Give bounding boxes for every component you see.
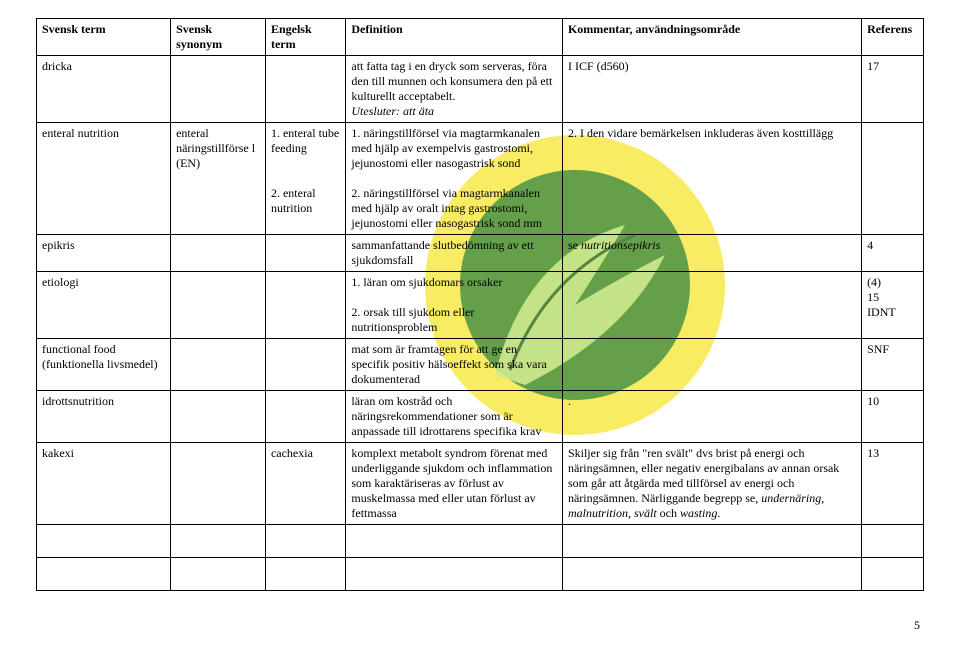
cell-kommentar — [562, 272, 861, 339]
cell-definition: 1. läran om sjukdomars orsaker 2. orsak … — [346, 272, 563, 339]
cell-synonym — [171, 339, 266, 391]
cell-definition: att fatta tag i en dryck som serveras, f… — [346, 56, 563, 123]
table-row — [37, 558, 924, 591]
page-content: Svensk term Svensksynonym Engelskterm De… — [0, 0, 960, 591]
cell-kommentar: Skiljer sig från "ren svält" dvs brist p… — [562, 443, 861, 525]
cell-referens: 10 — [862, 391, 924, 443]
cell-referens: 4 — [862, 235, 924, 272]
cell-kommentar: I ICF (d560) — [562, 56, 861, 123]
cell-svensk-term: epikris — [37, 235, 171, 272]
cell-svensk-term: etiologi — [37, 272, 171, 339]
header-definition: Definition — [346, 19, 563, 56]
cell-svensk-term: enteral nutrition — [37, 123, 171, 235]
table-row: idrottsnutrition läran om kostråd och nä… — [37, 391, 924, 443]
cell-kommentar: . — [562, 391, 861, 443]
cell-referens — [862, 123, 924, 235]
cell-engelsk: 1. enteral tube feeding 2. enteral nutri… — [265, 123, 345, 235]
table-row — [37, 525, 924, 558]
table-row: dricka att fatta tag i en dryck som serv… — [37, 56, 924, 123]
cell-referens: 17 — [862, 56, 924, 123]
cell-definition: läran om kostråd och näringsrekommendati… — [346, 391, 563, 443]
cell-definition: 1. näringstillförsel via magtarmkanalen … — [346, 123, 563, 235]
cell-definition: komplext metabolt syndrom förenat med un… — [346, 443, 563, 525]
cell-kommentar: 2. I den vidare bemärkelsen inkluderas ä… — [562, 123, 861, 235]
page-number: 5 — [914, 618, 920, 633]
cell-synonym — [171, 272, 266, 339]
table-header-row: Svensk term Svensksynonym Engelskterm De… — [37, 19, 924, 56]
cell-svensk-term: functional food (funktionella livsmedel) — [37, 339, 171, 391]
cell-engelsk — [265, 391, 345, 443]
cell-engelsk — [265, 235, 345, 272]
header-engelsk-term: Engelskterm — [265, 19, 345, 56]
terminology-table: Svensk term Svensksynonym Engelskterm De… — [36, 18, 924, 591]
header-svensk-term: Svensk term — [37, 19, 171, 56]
cell-synonym — [171, 56, 266, 123]
header-kommentar: Kommentar, användningsområde — [562, 19, 861, 56]
cell-engelsk — [265, 339, 345, 391]
cell-engelsk — [265, 272, 345, 339]
table-row: etiologi 1. läran om sjukdomars orsaker … — [37, 272, 924, 339]
cell-synonym: enteral näringstillförse l (EN) — [171, 123, 266, 235]
table-row: enteral nutrition enteral näringstillför… — [37, 123, 924, 235]
cell-svensk-term: idrottsnutrition — [37, 391, 171, 443]
cell-synonym — [171, 391, 266, 443]
cell-svensk-term: dricka — [37, 56, 171, 123]
cell-kommentar: se nutritionsepikris — [562, 235, 861, 272]
table-row: epikris sammanfattande slutbedömning av … — [37, 235, 924, 272]
cell-synonym — [171, 235, 266, 272]
cell-engelsk — [265, 56, 345, 123]
cell-referens: SNF — [862, 339, 924, 391]
cell-synonym — [171, 443, 266, 525]
header-svensk-synonym: Svensksynonym — [171, 19, 266, 56]
cell-svensk-term: kakexi — [37, 443, 171, 525]
cell-definition: sammanfattande slutbedömning av ett sjuk… — [346, 235, 563, 272]
header-referens: Referens — [862, 19, 924, 56]
cell-kommentar — [562, 339, 861, 391]
cell-referens: (4) 15 IDNT — [862, 272, 924, 339]
cell-definition: mat som är framtagen för att ge en speci… — [346, 339, 563, 391]
table-row: kakexi cachexia komplext metabolt syndro… — [37, 443, 924, 525]
cell-engelsk: cachexia — [265, 443, 345, 525]
table-row: functional food (funktionella livsmedel)… — [37, 339, 924, 391]
cell-referens: 13 — [862, 443, 924, 525]
